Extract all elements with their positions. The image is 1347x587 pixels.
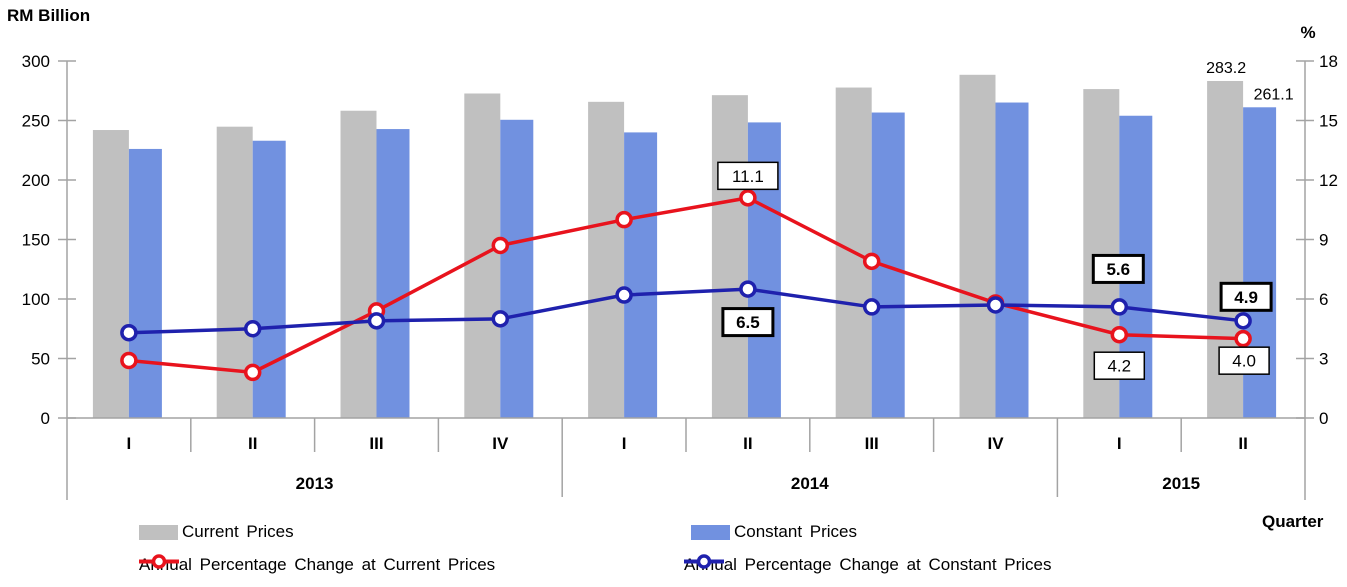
marker-current_pct-q8 xyxy=(1110,325,1129,344)
marker-constant_pct-q4 xyxy=(615,286,633,304)
marker-constant_pct-q5 xyxy=(739,280,757,298)
left-axis-tick-label: 0 xyxy=(41,409,50,428)
annotation-value: 5.6 xyxy=(1106,260,1130,279)
marker-constant_pct-q8 xyxy=(1110,298,1129,316)
annotation-box-6.5 xyxy=(721,307,775,338)
bar-current-q0 xyxy=(92,130,129,418)
annotation-value: 4.2 xyxy=(1107,357,1131,376)
annotation-value: 4.9 xyxy=(1234,288,1258,307)
annotation-box-11.1 xyxy=(717,161,779,191)
legend-label: Annual Percentage Change at Constant Pri… xyxy=(684,555,1052,574)
annotation-value: 11.1 xyxy=(732,167,764,186)
bar-current-q7 xyxy=(959,74,996,418)
left-axis-tick-label: 150 xyxy=(22,231,50,250)
bar-constant-q3 xyxy=(500,119,534,418)
year-label: 2015 xyxy=(1162,474,1200,493)
right-axis-tick-label: 15 xyxy=(1319,112,1338,131)
right-axis-tick-label: 12 xyxy=(1319,171,1338,190)
left-axis-tick-label: 250 xyxy=(22,112,50,131)
legend-item-constant-prices: Constant Prices xyxy=(691,521,857,543)
marker-constant_pct-q6 xyxy=(862,298,881,316)
right-axis-tick-label: 6 xyxy=(1319,290,1328,309)
bar-value-label: 283.2 xyxy=(1206,60,1246,77)
legend-item-annual-change-constant: Annual Percentage Change at Constant Pri… xyxy=(684,554,1052,576)
x-axis-title: Quarter xyxy=(1262,512,1324,531)
marker-constant_pct-q3 xyxy=(491,310,510,328)
marker-current_pct-q0 xyxy=(120,351,138,370)
marker-constant_pct-q7 xyxy=(986,296,1005,314)
right-axis-tick-label: 0 xyxy=(1319,409,1328,428)
legend-label: Annual Percentage Change at Current Pric… xyxy=(139,555,496,574)
quarter-label: III xyxy=(865,434,879,453)
right-axis-tick-label: 18 xyxy=(1319,52,1338,71)
bar-value-label: 261.1 xyxy=(1254,86,1294,103)
legend-label: Constant Prices xyxy=(734,522,857,541)
left-axis-title: RM Billion xyxy=(7,6,91,25)
quarter-label: II xyxy=(743,434,752,453)
bar-constant-q7 xyxy=(995,102,1029,418)
marker-current_pct-q1 xyxy=(243,363,262,382)
quarter-label: I xyxy=(127,434,132,453)
marker-current_pct-q6 xyxy=(862,252,881,271)
left-axis-tick-label: 200 xyxy=(22,171,50,190)
current-pct-line-icon xyxy=(139,554,179,569)
legend-label: Current Prices xyxy=(182,522,294,541)
bar-constant-q4 xyxy=(624,132,658,418)
current-prices-swatch xyxy=(139,524,178,540)
quarter-label: II xyxy=(248,434,257,453)
right-axis-title: % xyxy=(1300,23,1316,42)
left-axis-tick-label: 300 xyxy=(22,52,50,71)
left-axis-tick-label: 50 xyxy=(31,350,50,369)
year-label: 2014 xyxy=(791,474,829,493)
annotation-box-5.6 xyxy=(1091,253,1145,284)
marker-current_pct-q4 xyxy=(615,210,633,229)
marker-current_pct-q9 xyxy=(1234,329,1252,348)
year-label: 2013 xyxy=(296,474,334,493)
line-constant_pct xyxy=(128,287,1244,335)
legend-item-current-prices: Current Prices xyxy=(139,521,294,543)
marker-constant_pct-q0 xyxy=(120,323,138,342)
bar-current-q4 xyxy=(588,101,625,418)
annotation-box-4.9 xyxy=(1219,281,1273,312)
right-axis-tick-label: 9 xyxy=(1319,231,1328,250)
annotation-box-4.2 xyxy=(1093,351,1146,380)
quarter-label: IV xyxy=(492,434,509,453)
marker-constant_pct-q1 xyxy=(243,320,262,338)
marker-current_pct-q5 xyxy=(739,189,757,207)
marker-current_pct-q3 xyxy=(491,236,510,255)
right-axis-tick-label: 3 xyxy=(1319,350,1328,369)
marker-constant_pct-q9 xyxy=(1234,312,1252,330)
quarter-label: II xyxy=(1238,434,1247,453)
bar-constant-q0 xyxy=(128,148,162,419)
line-current_pct xyxy=(128,196,1244,375)
quarter-label: III xyxy=(369,434,383,453)
left-axis-tick-label: 100 xyxy=(22,290,50,309)
annotation-value: 4.0 xyxy=(1232,352,1256,371)
annotation-value: 6.5 xyxy=(736,313,760,332)
quarter-label: I xyxy=(1117,434,1122,453)
constant-pct-line-icon xyxy=(684,554,724,569)
quarter-label: IV xyxy=(987,434,1004,453)
bar-constant-q2 xyxy=(376,129,410,418)
bar-current-q5 xyxy=(711,95,748,418)
marker-constant_pct-q2 xyxy=(367,312,386,330)
constant-prices-swatch xyxy=(691,524,730,540)
quarter-label: I xyxy=(622,434,627,453)
legend-item-annual-change-current: Annual Percentage Change at Current Pric… xyxy=(139,554,495,576)
bar-current-q2 xyxy=(340,110,377,418)
annotation-box-4.0 xyxy=(1218,346,1270,375)
